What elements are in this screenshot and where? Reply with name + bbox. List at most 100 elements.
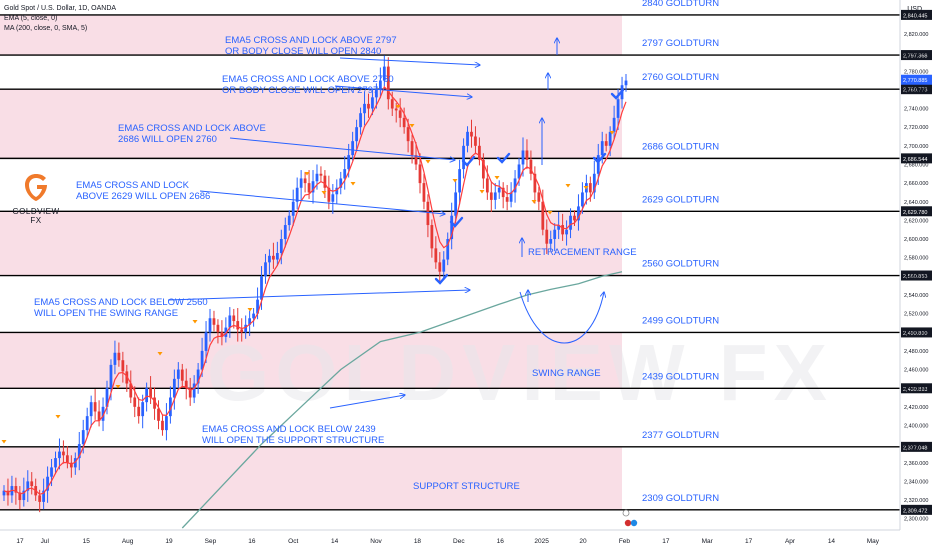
price-axis-tick: 2,760.000 bbox=[904, 88, 928, 94]
candle-body bbox=[165, 416, 168, 431]
time-axis-label: 17 bbox=[662, 538, 670, 545]
price-tag-text: 2,439.893 bbox=[903, 387, 927, 393]
economic-event-icon[interactable] bbox=[624, 519, 632, 527]
candle-body bbox=[335, 187, 339, 195]
event-icon[interactable] bbox=[622, 509, 630, 517]
candle-body bbox=[38, 495, 42, 502]
price-tag bbox=[901, 441, 932, 452]
zone-4 bbox=[0, 332, 622, 389]
price-axis-tick: 2,480.000 bbox=[904, 349, 928, 355]
candle-body bbox=[176, 369, 180, 379]
candle-body bbox=[521, 150, 525, 165]
candle-body bbox=[121, 360, 125, 372]
ma-indicator-label[interactable]: MA (200, close, 0, SMA, 5) bbox=[4, 25, 88, 32]
goldview-logo-icon bbox=[25, 174, 47, 201]
price-tag-text: 2,377.048 bbox=[903, 445, 927, 451]
candle-body bbox=[533, 173, 537, 193]
fractal-marker-icon bbox=[609, 131, 615, 135]
time-axis-label: Jul bbox=[41, 538, 50, 545]
price-tag bbox=[901, 9, 932, 20]
time-axis-label: 2025 bbox=[534, 538, 549, 545]
price-axis-tick: 2,620.000 bbox=[904, 218, 928, 224]
candle-body bbox=[359, 113, 362, 128]
price-axis-tick: 2,500.000 bbox=[904, 330, 928, 336]
time-axis-label: Dec bbox=[453, 538, 465, 545]
annotation-text: OR BODY CLOSE WILL OPEN 2840 bbox=[225, 46, 381, 57]
candle-body bbox=[553, 229, 557, 240]
annotation-text: EMA5 CROSS AND LOCK ABOVE bbox=[118, 123, 266, 134]
price-tag bbox=[901, 383, 932, 394]
candle-body bbox=[42, 490, 46, 502]
candle-body bbox=[113, 352, 117, 365]
time-axis-label: 14 bbox=[828, 538, 836, 545]
price-axis-tick: 2,740.000 bbox=[904, 107, 928, 113]
candle-body bbox=[252, 313, 255, 319]
candle-body bbox=[141, 402, 145, 417]
candle-body bbox=[426, 201, 430, 226]
price-axis-tick: 2,440.000 bbox=[904, 386, 928, 392]
check-mark-icon bbox=[592, 152, 607, 164]
candle-body bbox=[331, 194, 335, 202]
check-mark-icon bbox=[434, 273, 449, 285]
candle-body bbox=[54, 458, 57, 468]
price-axis-tick: 2,600.000 bbox=[904, 237, 928, 243]
candle-body bbox=[240, 329, 244, 333]
fractal-marker-icon bbox=[547, 211, 553, 215]
candle-body bbox=[501, 187, 505, 198]
candle-body bbox=[577, 206, 580, 221]
candle-body bbox=[434, 248, 438, 263]
candle-body bbox=[169, 397, 172, 417]
candle-body bbox=[184, 380, 188, 389]
zone-1 bbox=[0, 14, 622, 56]
time-axis-label: Apr bbox=[785, 538, 796, 545]
candle-body bbox=[307, 183, 311, 193]
candle-body bbox=[117, 352, 121, 361]
candle-body bbox=[264, 262, 267, 277]
candle-body bbox=[402, 117, 406, 128]
economic-event-icon[interactable] bbox=[630, 519, 638, 527]
candle-body bbox=[450, 215, 454, 240]
fractal-marker-icon bbox=[1, 440, 7, 444]
zone-2 bbox=[0, 89, 622, 159]
fractal-marker-icon bbox=[304, 172, 310, 176]
candle-body bbox=[600, 141, 604, 156]
brand-name: GOLDVIEW FX bbox=[8, 207, 64, 225]
candle-body bbox=[319, 173, 323, 176]
candle-body bbox=[612, 117, 616, 132]
annotation-arrow bbox=[229, 137, 455, 160]
price-axis-tick: 2,680.000 bbox=[904, 162, 928, 168]
annotation-text: 2686 WILL OPEN 2760 bbox=[118, 134, 217, 145]
candle-body bbox=[149, 388, 152, 398]
price-tag bbox=[901, 206, 932, 217]
candle-body bbox=[438, 262, 442, 272]
price-axis-tick: 2,300.000 bbox=[904, 517, 928, 523]
ema-indicator-label[interactable]: EMA (5, close, 0) bbox=[4, 15, 58, 22]
candle-body bbox=[101, 406, 105, 421]
brand-suffix: FX bbox=[30, 216, 42, 225]
price-axis-tick: 2,800.000 bbox=[904, 51, 928, 57]
candle-body bbox=[216, 324, 220, 333]
fractal-marker-icon bbox=[452, 179, 458, 183]
annotation-text: EMA5 CROSS AND LOCK ABOVE 2797 bbox=[225, 35, 397, 46]
level-label: 2760 GOLDTURN bbox=[642, 72, 719, 83]
candle-body bbox=[616, 99, 620, 118]
candle-body bbox=[224, 327, 228, 337]
candle-body bbox=[97, 411, 101, 421]
candle-body bbox=[129, 383, 133, 398]
time-axis-label: 15 bbox=[83, 538, 91, 545]
annotation-text: SUPPORT STRUCTURE bbox=[413, 481, 520, 492]
candle-body bbox=[323, 175, 327, 188]
candle-body bbox=[232, 315, 236, 322]
candle-body bbox=[283, 225, 287, 240]
current-price-text: 2,770.885 bbox=[903, 78, 927, 84]
candle-body bbox=[351, 141, 355, 156]
time-axis-label: Aug bbox=[122, 538, 134, 545]
candle-body bbox=[624, 80, 628, 86]
time-axis-label: 14 bbox=[331, 538, 339, 545]
zone-5 bbox=[0, 446, 622, 510]
price-axis-tick: 2,780.000 bbox=[904, 69, 928, 75]
price-tag-text: 2,560.853 bbox=[903, 274, 927, 280]
fractal-marker-icon bbox=[479, 190, 485, 194]
candle-body bbox=[485, 178, 489, 193]
candle-body bbox=[93, 402, 97, 412]
